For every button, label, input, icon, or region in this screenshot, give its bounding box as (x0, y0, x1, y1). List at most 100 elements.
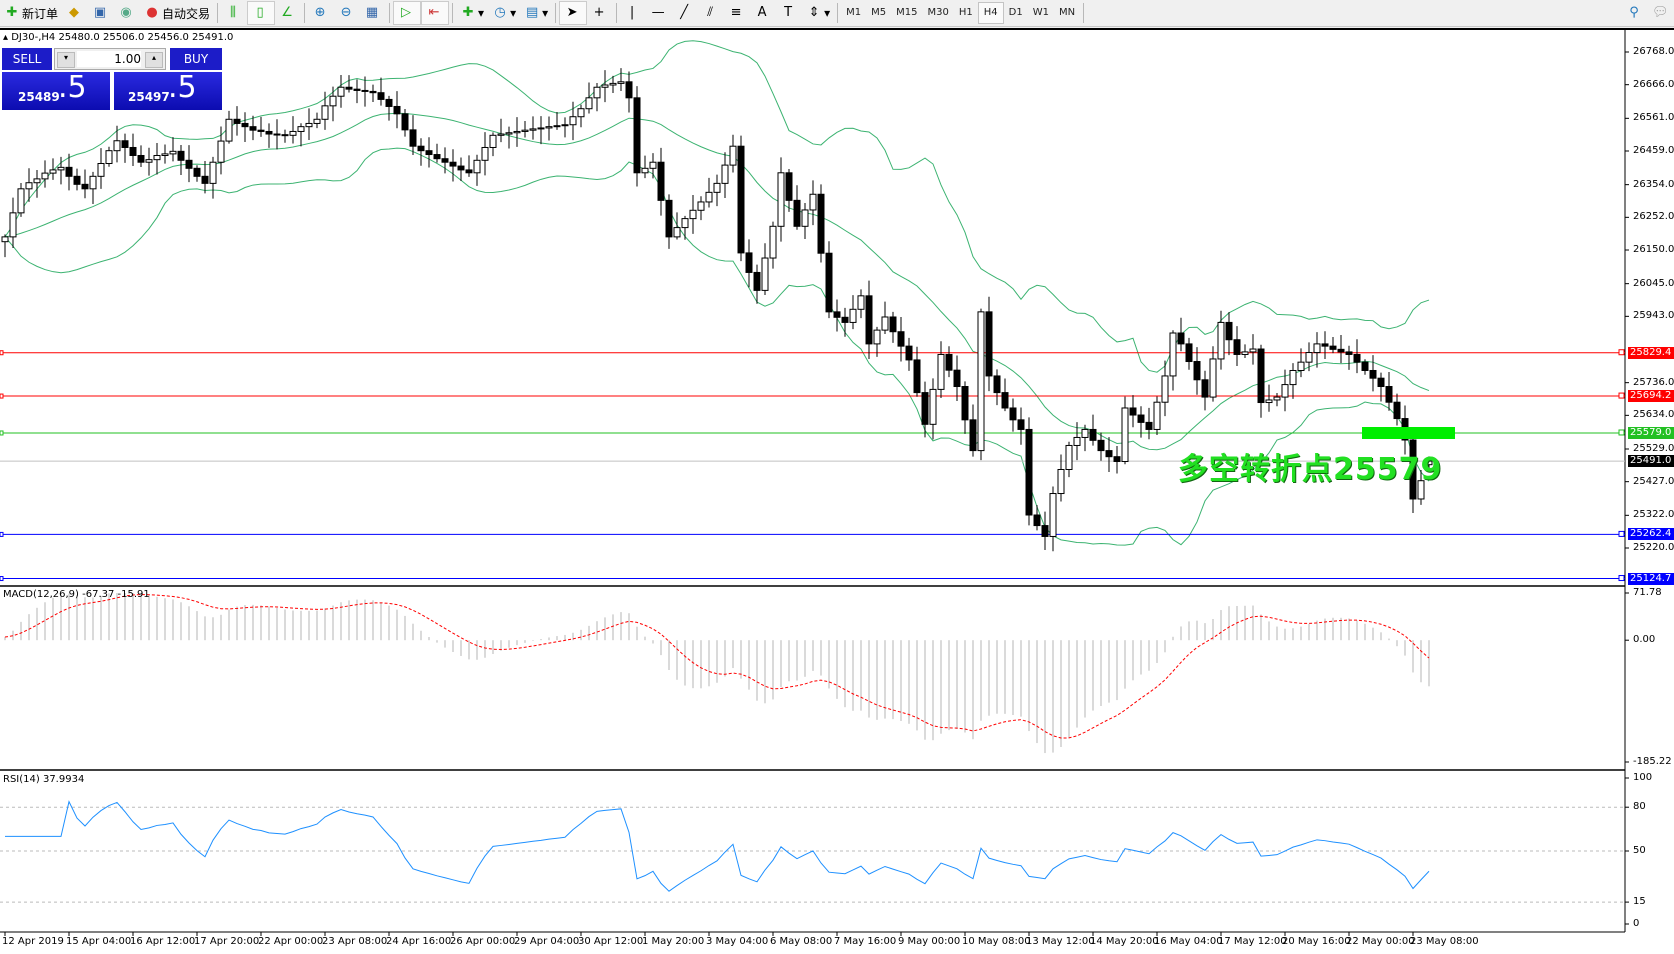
candle-body (33, 178, 41, 184)
timeframe-h1[interactable]: H1 (958, 7, 973, 18)
chart-canvas[interactable] (0, 30, 1674, 954)
collapse-arrow-icon[interactable]: ▴ (3, 32, 9, 43)
buy-button[interactable]: BUY (170, 48, 222, 70)
candle-body (1257, 348, 1265, 404)
candle (753, 264, 761, 304)
lot-size-input[interactable]: 1.00 (77, 51, 141, 67)
candle (97, 148, 105, 189)
rsi-axis-label: 80 (1633, 801, 1646, 813)
price-axis-label: 26768.0 (1633, 46, 1674, 57)
signals-button[interactable]: ◉ (114, 2, 140, 24)
candle (25, 168, 33, 202)
candle-body (1017, 419, 1025, 430)
candle (401, 109, 409, 137)
candle (1, 234, 9, 258)
search-button[interactable]: ⚲ (1622, 2, 1648, 24)
candle (465, 155, 473, 177)
candle-body (329, 95, 337, 107)
timeframe-h4[interactable]: H4 (977, 2, 1004, 24)
candle (1081, 424, 1089, 452)
templates-button[interactable]: ▤ ▾ (520, 2, 552, 24)
price-axis-label: 26150.0 (1633, 244, 1674, 255)
candle (9, 197, 17, 248)
indicators-button[interactable]: ✚ ▾ (456, 2, 488, 24)
crosshair-button[interactable]: + (587, 2, 613, 24)
candle (297, 123, 305, 147)
time-axis-label: 30 Apr 12:00 (578, 936, 644, 947)
timeframe-m5[interactable]: M5 (871, 7, 887, 18)
new-order-button[interactable]: ✚ 新订单 (0, 2, 62, 24)
timeframe-w1[interactable]: W1 (1032, 7, 1049, 18)
navigator-button[interactable]: ▣ (88, 2, 114, 24)
market-watch-button[interactable]: ◆ (62, 2, 88, 24)
timeframe-m15[interactable]: M15 (896, 7, 918, 18)
buy-price-button[interactable]: 25497 .5 (114, 70, 222, 110)
timeframe-m1[interactable]: M1 (846, 7, 862, 18)
candle-body (457, 165, 465, 171)
lot-increase-button[interactable]: ▴ (145, 52, 163, 68)
candle-body (1097, 439, 1105, 452)
candle (353, 79, 361, 104)
auto-scroll-button[interactable]: ▷ (393, 1, 422, 25)
timeframe-m30[interactable]: M30 (927, 7, 949, 18)
periods-button[interactable]: ◷ ▾ (488, 2, 520, 24)
candle-body (481, 146, 489, 161)
candle (1193, 347, 1201, 395)
candle-body (209, 161, 217, 184)
rsi-label: RSI(14) 37.9934 (3, 774, 85, 785)
chat-button[interactable]: 💬︎ (1648, 2, 1674, 24)
time-axis-label: 17 May 12:00 (1218, 936, 1287, 947)
line-chart-button[interactable]: ∠ (275, 2, 301, 24)
trendline-button[interactable]: ╱ (672, 2, 698, 24)
chart-shift-button[interactable]: ⇤ (421, 1, 450, 25)
bar-chart-button[interactable]: ⫼ (221, 2, 247, 24)
timeframe-d1[interactable]: D1 (1008, 7, 1023, 18)
candle (1337, 335, 1345, 364)
fibonacci-button[interactable]: ≡ (724, 2, 750, 24)
candle-body (737, 145, 745, 254)
chart-window[interactable]: ▴ DJ30-,H4 25480.0 25506.0 25456.0 25491… (0, 28, 1674, 954)
candle-body (185, 159, 193, 169)
chart-shift-icon: ⇤ (428, 5, 440, 20)
candle (1425, 456, 1433, 473)
timeframe-mn[interactable]: MN (1058, 7, 1076, 18)
candle (665, 194, 673, 249)
candle-body (817, 193, 825, 254)
sell-button[interactable]: SELL (2, 48, 52, 70)
candle-body (1, 236, 9, 243)
candle (673, 212, 681, 240)
candle-body (1121, 407, 1129, 462)
lot-decrease-button[interactable]: ▾ (57, 52, 75, 68)
text-label-button[interactable]: T (776, 2, 802, 24)
vertical-line-button[interactable]: | (620, 2, 646, 24)
auto-trading-button[interactable]: ● 自动交易 (140, 2, 214, 24)
candle (529, 116, 537, 140)
candlestick-button[interactable]: ▯ (247, 1, 276, 25)
turning-point-annotation[interactable]: 多空转折点25579 (1178, 452, 1443, 487)
candle-body (1065, 444, 1073, 470)
candle (905, 337, 913, 371)
candle-body (881, 316, 889, 331)
candle-body (633, 97, 641, 174)
candle-body (521, 129, 529, 132)
candle-body (689, 209, 697, 220)
candle (105, 146, 113, 167)
candle (1185, 337, 1193, 370)
price-axis-label: 25220.0 (1633, 542, 1674, 553)
zoom-in-button[interactable]: ⊕ (308, 2, 334, 24)
lot-size-stepper[interactable]: ▾ 1.00 ▴ (54, 48, 166, 70)
candle (945, 346, 953, 378)
candle-body (857, 295, 865, 310)
zoom-out-button[interactable]: ⊖ (334, 2, 360, 24)
candle (1209, 346, 1217, 402)
candle-body (593, 86, 601, 99)
horizontal-line-button[interactable]: — (646, 2, 672, 24)
candle (17, 182, 25, 217)
equidistant-channel-button[interactable]: ⫽ (698, 2, 724, 24)
tile-windows-button[interactable]: ▦ (360, 2, 386, 24)
time-axis-label: 3 May 04:00 (706, 936, 769, 947)
arrows-button[interactable]: ⇕ ▾ (802, 2, 834, 24)
sell-price-button[interactable]: 25489 .5 (2, 70, 110, 110)
text-button[interactable]: A (750, 2, 776, 24)
cursor-button[interactable]: ➤ (559, 1, 588, 25)
